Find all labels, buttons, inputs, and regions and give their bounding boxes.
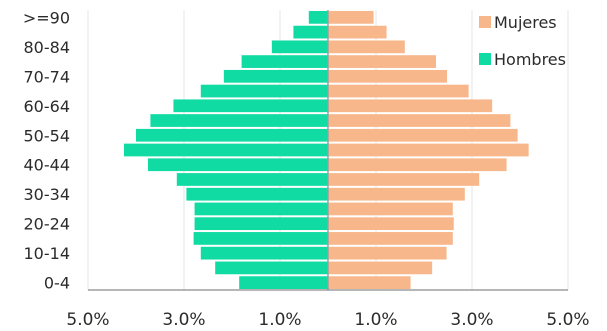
bar-mujeres-55-59 xyxy=(328,114,511,127)
legend-swatch-mujeres xyxy=(479,16,491,28)
bar-hombres-75-79 xyxy=(241,55,328,68)
legend-label-mujeres: Mujeres xyxy=(494,13,557,32)
bar-hombres-35-39 xyxy=(176,173,328,186)
y-tick-label: 10-14 xyxy=(24,244,71,263)
legend-swatch-hombres xyxy=(479,53,491,65)
bar-hombres-50-54 xyxy=(136,128,328,142)
bar-mujeres-40-44 xyxy=(328,158,507,172)
bar-mujeres-75-79 xyxy=(328,55,436,68)
bars xyxy=(124,11,529,289)
bar-mujeres-70-74 xyxy=(328,69,448,83)
bar-mujeres-0-4 xyxy=(328,276,411,289)
y-tick-label: 60-64 xyxy=(24,97,71,116)
bar-mujeres-10-14 xyxy=(328,246,447,260)
y-tick-label: 50-54 xyxy=(24,126,71,145)
bar-mujeres-60-64 xyxy=(328,99,493,113)
bar-hombres-25-29 xyxy=(194,202,328,216)
bar-hombres-20-24 xyxy=(194,217,328,231)
y-tick-label: 40-44 xyxy=(24,156,71,175)
bar-hombres->=90 xyxy=(308,11,328,24)
bar-mujeres-15-19 xyxy=(328,232,453,245)
y-tick-label: 30-34 xyxy=(24,185,71,204)
bar-hombres-70-74 xyxy=(223,69,328,83)
legend: Mujeres Hombres xyxy=(479,13,566,69)
y-tick-label: 0-4 xyxy=(44,274,70,293)
bar-mujeres-80-84 xyxy=(328,40,405,54)
x-tick-label: 3.0% xyxy=(162,310,205,330)
x-axis-labels: 5.0% 3.0% 1.0% 1.0% 3.0% 5.0% xyxy=(66,310,589,330)
bar-mujeres-25-29 xyxy=(328,202,453,216)
bar-hombres-5-9 xyxy=(215,261,328,275)
x-tick-label: 1.0% xyxy=(354,310,397,330)
bar-hombres-40-44 xyxy=(148,158,328,172)
bar-mujeres-5-9 xyxy=(328,261,433,275)
bar-hombres-65-69 xyxy=(200,84,328,98)
bar-hombres-55-59 xyxy=(150,114,328,127)
bar-mujeres->=90 xyxy=(328,11,374,24)
bar-mujeres-30-34 xyxy=(328,187,465,201)
y-tick-label: 80-84 xyxy=(24,38,71,57)
y-tick-label: 20-24 xyxy=(24,215,71,234)
x-tick-label: 1.0% xyxy=(258,310,301,330)
bar-mujeres-45-49 xyxy=(328,143,529,157)
y-tick-label: 70-74 xyxy=(24,67,71,86)
y-axis-labels: 0-4 10-14 20-24 30-34 40-44 50-54 60-64 70-74 80… xyxy=(23,8,70,292)
x-tick-label: 5.0% xyxy=(546,310,589,330)
bar-hombres-85-89 xyxy=(293,25,328,39)
bar-mujeres-35-39 xyxy=(328,173,480,186)
bar-hombres-80-84 xyxy=(271,40,328,54)
x-tick-label: 5.0% xyxy=(66,310,109,330)
bar-hombres-45-49 xyxy=(124,143,328,157)
bar-hombres-30-34 xyxy=(186,187,328,201)
legend-label-hombres: Hombres xyxy=(494,50,566,69)
bar-hombres-10-14 xyxy=(200,246,328,260)
bar-mujeres-50-54 xyxy=(328,128,518,142)
bar-mujeres-85-89 xyxy=(328,25,387,39)
bar-mujeres-20-24 xyxy=(328,217,454,231)
x-tick-label: 3.0% xyxy=(450,310,493,330)
y-tick-label: >=90 xyxy=(23,8,70,27)
bar-hombres-15-19 xyxy=(193,232,328,245)
bar-hombres-60-64 xyxy=(173,99,328,113)
bar-mujeres-65-69 xyxy=(328,84,469,98)
bar-hombres-0-4 xyxy=(239,276,328,289)
